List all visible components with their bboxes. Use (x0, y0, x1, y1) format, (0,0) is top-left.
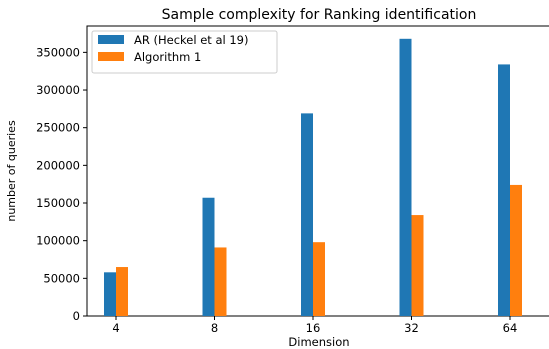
x-axis: 4 8 16 32 64 (112, 316, 517, 335)
bar-ar-heckel-et-al-19-64 (498, 64, 510, 316)
legend-frame (91, 30, 278, 74)
plot-area: 0 50000 100000 150000 200000 250000 300000 3500… (36, 25, 549, 335)
bar-algorithm-1-4 (116, 267, 128, 316)
y-tick-label: 300000 (36, 83, 80, 97)
x-tick-label: 16 (306, 321, 321, 335)
y-tick-label: 350000 (36, 45, 80, 59)
bar-ar-heckel-et-al-19-8 (202, 197, 215, 316)
legend-label-ar: AR (Heckel et al 19) (134, 33, 248, 47)
bar-algorithm-1-16 (313, 242, 325, 316)
legend: AR (Heckel et al 19) Algorithm 1 (91, 30, 278, 74)
x-tick-label: 64 (503, 321, 518, 335)
y-tick-label: 0 (73, 309, 80, 323)
legend-swatch-ar (98, 35, 124, 44)
chart-title: Sample complexity for Ranking identifica… (162, 7, 477, 23)
x-tick-label: 4 (112, 321, 119, 335)
y-tick-label: 100000 (36, 234, 80, 248)
legend-label-algorithm-1: Algorithm 1 (134, 50, 201, 64)
x-tick-label: 8 (211, 321, 218, 335)
y-axis: 0 50000 100000 150000 200000 250000 300000 3500… (36, 45, 87, 323)
bars-group (104, 38, 522, 317)
y-tick-label: 150000 (36, 196, 80, 210)
legend-swatch-algorithm-1 (98, 52, 124, 61)
x-axis-title: Dimension (288, 335, 349, 349)
bar-algorithm-1-64 (510, 184, 522, 316)
y-tick-label: 250000 (36, 121, 80, 135)
y-tick-label: 50000 (43, 271, 80, 285)
bar-algorithm-1-32 (411, 215, 424, 316)
bar-ar-heckel-et-al-19-32 (399, 38, 412, 316)
bar-ar-heckel-et-al-19-16 (301, 113, 313, 317)
bar-ar-heckel-et-al-19-4 (104, 272, 116, 316)
x-tick-label: 32 (404, 321, 419, 335)
y-tick-label: 200000 (36, 158, 80, 172)
y-axis-title: number of queries (5, 120, 18, 222)
bar-algorithm-1-8 (214, 247, 227, 316)
